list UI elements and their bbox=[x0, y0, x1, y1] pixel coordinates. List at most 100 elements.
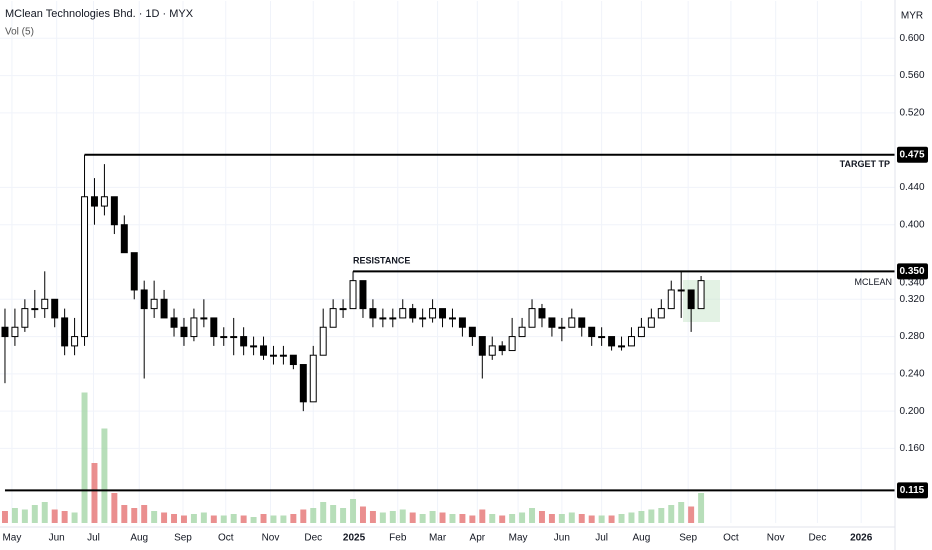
candle-body bbox=[548, 317, 556, 328]
candle-body bbox=[110, 196, 118, 226]
candle-body bbox=[230, 336, 238, 339]
volume-bar bbox=[161, 512, 168, 523]
volume-bar bbox=[81, 392, 88, 523]
volume-bar bbox=[240, 515, 247, 523]
candle-body bbox=[637, 326, 645, 338]
levels: 0.475 TARGET TP 0.350 RESISTANCE 0.115 MCLEAN… bbox=[4, 146, 928, 499]
candle-body bbox=[81, 196, 89, 338]
volume-bar bbox=[409, 512, 416, 523]
volume-bar bbox=[11, 508, 18, 523]
volume-bar bbox=[101, 428, 108, 523]
level-name: TARGET TP bbox=[840, 159, 890, 169]
volume-bar bbox=[220, 515, 227, 523]
level-label: 0.350 bbox=[899, 266, 924, 277]
volume-bar bbox=[499, 515, 506, 523]
volume-bar bbox=[131, 508, 138, 523]
x-tick-label: Jul bbox=[87, 533, 100, 544]
level-label-box bbox=[897, 263, 928, 280]
candle-body bbox=[250, 345, 258, 348]
candle-body bbox=[170, 317, 178, 328]
volume-bar bbox=[469, 515, 476, 523]
volume-bar bbox=[529, 508, 536, 523]
volume-bar bbox=[548, 514, 555, 523]
candle-body bbox=[608, 336, 616, 347]
x-tick-label: Apr bbox=[470, 533, 486, 544]
candle-body bbox=[180, 326, 188, 338]
volume-bar bbox=[628, 512, 635, 523]
y-tick-label: 0.600 bbox=[899, 33, 924, 44]
volume-bar bbox=[618, 514, 625, 523]
volume-bar bbox=[638, 511, 645, 523]
candle-body bbox=[299, 364, 307, 403]
level-label-box bbox=[897, 482, 928, 499]
candle-body bbox=[518, 326, 526, 338]
volume-bar bbox=[111, 493, 118, 523]
volume-bar bbox=[171, 514, 178, 523]
candle-body bbox=[687, 289, 695, 310]
volume-bar bbox=[350, 499, 357, 523]
candle-body bbox=[150, 298, 158, 310]
candle-body bbox=[11, 326, 19, 338]
candle-body bbox=[498, 345, 506, 352]
volume-bar bbox=[538, 511, 545, 523]
y-tick-label: 0.240 bbox=[899, 368, 924, 379]
volume-bar bbox=[389, 511, 396, 523]
last-price-label: 0.340 bbox=[899, 277, 924, 288]
candle-body bbox=[339, 308, 347, 311]
y-tick-label: 0.560 bbox=[899, 70, 924, 81]
volume-bar bbox=[61, 511, 68, 523]
x-tick-label: Sep bbox=[679, 533, 697, 544]
volume-bar bbox=[429, 511, 436, 523]
candle-body bbox=[120, 224, 128, 254]
candle-body bbox=[667, 289, 675, 310]
volume-bar bbox=[180, 515, 187, 523]
volume-bar bbox=[479, 509, 486, 523]
candle-body bbox=[190, 317, 198, 338]
candle-body bbox=[369, 308, 377, 319]
volume-bar bbox=[1, 511, 8, 523]
volume-bar bbox=[489, 514, 496, 523]
candle-body bbox=[627, 336, 635, 347]
volume-bar bbox=[369, 511, 376, 523]
volume-bar bbox=[698, 493, 705, 523]
x-tick-label: Sep bbox=[174, 533, 192, 544]
candle-body bbox=[478, 336, 486, 356]
candle-body bbox=[210, 317, 218, 338]
volume-bar bbox=[91, 463, 98, 523]
candle-body bbox=[140, 289, 148, 310]
candle-body bbox=[41, 298, 49, 310]
x-tick-label: Feb bbox=[389, 533, 407, 544]
candle-body bbox=[100, 196, 108, 207]
candle-body bbox=[279, 354, 287, 357]
axes: 0.600 0.560 0.520 0.440 0.400 0.320 0.280 0.240… bbox=[2, 33, 924, 544]
candle-body bbox=[309, 354, 317, 403]
candle-body bbox=[578, 317, 586, 328]
volume-bar bbox=[230, 514, 237, 523]
candle-body bbox=[409, 308, 417, 319]
volume-bar bbox=[519, 512, 526, 523]
candle-body bbox=[598, 336, 606, 339]
volume-bar bbox=[688, 506, 695, 523]
candle-body bbox=[558, 326, 566, 329]
x-tick-label: Nov bbox=[262, 533, 280, 544]
candle-body bbox=[429, 308, 437, 319]
candle-body bbox=[568, 317, 576, 328]
x-tick-label: May bbox=[2, 533, 21, 544]
level-label-box bbox=[897, 146, 928, 163]
candle-body bbox=[618, 345, 626, 348]
grid bbox=[0, 1, 895, 523]
level-label: 0.475 bbox=[899, 149, 924, 160]
volume-bar bbox=[121, 505, 128, 523]
x-tick-label: Oct bbox=[723, 533, 739, 544]
volume-bar bbox=[678, 502, 685, 523]
chart-title: MClean Technologies Bhd. · 1D · MYX bbox=[5, 8, 194, 20]
x-tick-label: Nov bbox=[767, 533, 785, 544]
volume-bar bbox=[41, 502, 48, 523]
volume-bar bbox=[200, 512, 207, 523]
volume-bar bbox=[21, 509, 28, 523]
volume-bar bbox=[190, 514, 197, 523]
volume-bar bbox=[509, 514, 516, 523]
x-tick-label: Jun bbox=[554, 533, 570, 544]
